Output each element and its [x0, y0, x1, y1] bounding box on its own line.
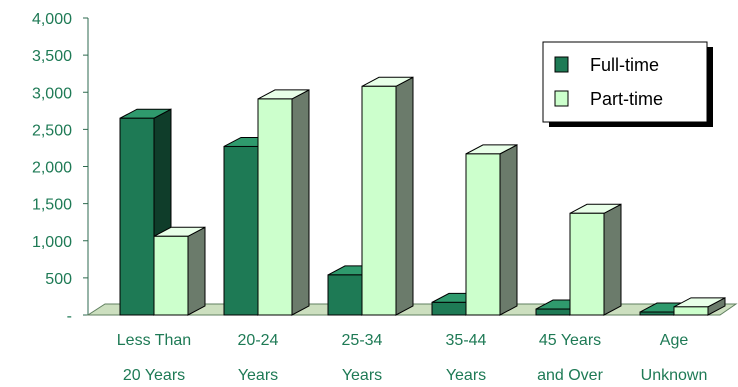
legend-box	[542, 41, 708, 123]
x-category-label-line2: Years	[446, 367, 486, 384]
y-tick-label: 3,500	[32, 48, 72, 65]
x-category-label: 25-34	[342, 332, 383, 349]
legend-swatch	[554, 56, 569, 73]
axis-layer: - 500 1,000 1,500 2,000 2,500 3,000 3,500 4,000	[32, 11, 89, 325]
bar-part-time-2	[361, 76, 414, 316]
y-tick-label: 2,000	[32, 160, 72, 177]
x-category-label: 20-24	[238, 332, 279, 349]
bar-part-time-3	[465, 144, 518, 316]
x-category-label: Age	[660, 332, 689, 349]
x-category-label-line2: 20 Years	[123, 367, 185, 384]
x-category-label-line2: Unknown	[641, 367, 708, 384]
y-tick-label: 1,000	[32, 234, 72, 251]
x-axis-labels: Less Than 20 Years 20-24 Years 25-34 Years 35-…	[117, 332, 708, 384]
x-category-label: 45 Years	[539, 332, 601, 349]
y-tick-label: -	[67, 308, 72, 325]
y-tick-label: 4,000	[32, 11, 72, 28]
y-tick-label: 1,500	[32, 197, 72, 214]
bar-part-time-5	[673, 297, 726, 316]
x-category-label-line2: Years	[238, 367, 278, 384]
legend-swatch	[554, 90, 569, 107]
bar-part-time-0	[153, 226, 206, 316]
y-tick-label: 3,000	[32, 85, 72, 102]
x-category-label: Less Than	[117, 332, 191, 349]
bar-part-time-4	[569, 203, 622, 316]
x-category-label-line2: and Over	[537, 367, 603, 384]
legend-label: Part-time	[590, 89, 663, 109]
bars-layer	[119, 76, 726, 316]
legend: Full-time Part-time	[542, 41, 713, 127]
x-category-label: 35-44	[446, 332, 487, 349]
y-tick-label: 2,500	[32, 122, 72, 139]
y-tick-label: 500	[45, 271, 72, 288]
bar-part-time-1	[257, 89, 310, 316]
x-category-label-line2: Years	[342, 367, 382, 384]
legend-label: Full-time	[590, 55, 659, 75]
